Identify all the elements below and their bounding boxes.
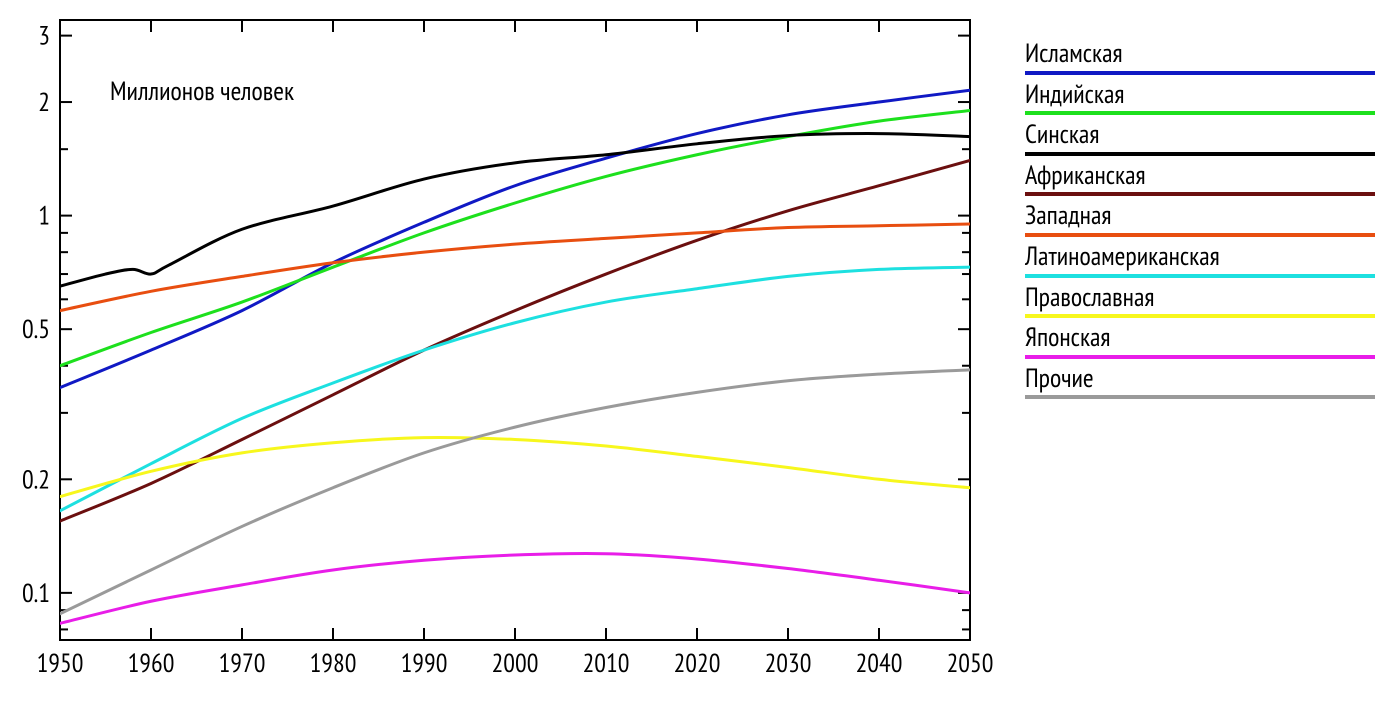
y-tick-label: 3 <box>38 20 50 53</box>
legend-label: Западная <box>1025 202 1385 231</box>
legend-label: Индийская <box>1025 81 1385 110</box>
x-tick-label: 2010 <box>583 647 630 680</box>
series-western <box>60 224 970 311</box>
legend-line <box>1025 314 1375 318</box>
legend-label: Японская <box>1025 324 1385 353</box>
series-sinic <box>60 134 970 287</box>
series-japanese <box>60 553 970 623</box>
series-indian <box>60 110 970 365</box>
legend-item-latin: Латиноамериканская <box>1025 243 1385 278</box>
legend-label: Исламская <box>1025 40 1385 69</box>
legend-item-other: Прочие <box>1025 365 1385 400</box>
series-other <box>60 370 970 614</box>
legend-line <box>1025 274 1375 278</box>
x-tick-label: 2030 <box>765 647 812 680</box>
legend-line <box>1025 233 1375 237</box>
legend-line <box>1025 395 1375 399</box>
legend-label: Синская <box>1025 121 1385 150</box>
legend-item-indian: Индийская <box>1025 81 1385 116</box>
legend-item-sinic: Синская <box>1025 121 1385 156</box>
legend-label: Африканская <box>1025 162 1385 191</box>
series-orthodox <box>60 437 970 496</box>
legend-label: Православная <box>1025 284 1385 313</box>
y-tick-label: 0.2 <box>22 463 50 496</box>
x-tick-label: 1960 <box>128 647 175 680</box>
legend-item-western: Западная <box>1025 202 1385 237</box>
legend-item-islamic: Исламская <box>1025 40 1385 75</box>
chart-container: 1950 1960 1970 1980 1990 2000 2010 2020 2030 2040… <box>0 0 1400 706</box>
y-tick-label: 0.1 <box>22 577 50 610</box>
legend-item-african: Африканская <box>1025 162 1385 197</box>
x-tick-label: 1950 <box>37 647 84 680</box>
x-tick-label: 2040 <box>856 647 903 680</box>
x-tick-label: 1990 <box>401 647 448 680</box>
legend-label: Прочие <box>1025 365 1385 394</box>
x-tick-label: 2000 <box>492 647 539 680</box>
y-tick-label: 0.5 <box>22 313 50 346</box>
x-tick-label: 2050 <box>947 647 994 680</box>
chart-subtitle: Миллионов человек <box>110 75 294 108</box>
series-african <box>60 160 970 521</box>
legend-item-orthodox: Православная <box>1025 284 1385 319</box>
legend: Исламская Индийская Синская Африканская Запа… <box>1025 40 1385 405</box>
legend-line <box>1025 71 1375 75</box>
legend-line <box>1025 111 1375 115</box>
x-tick-label: 2020 <box>674 647 721 680</box>
x-tick-label: 1970 <box>219 647 266 680</box>
legend-line <box>1025 192 1375 196</box>
legend-item-japanese: Японская <box>1025 324 1385 359</box>
y-tick-label: 1 <box>38 200 50 233</box>
legend-line <box>1025 355 1375 359</box>
x-tick-label: 1980 <box>310 647 357 680</box>
y-tick-label: 2 <box>38 86 50 119</box>
legend-label: Латиноамериканская <box>1025 243 1385 272</box>
legend-line <box>1025 152 1375 156</box>
